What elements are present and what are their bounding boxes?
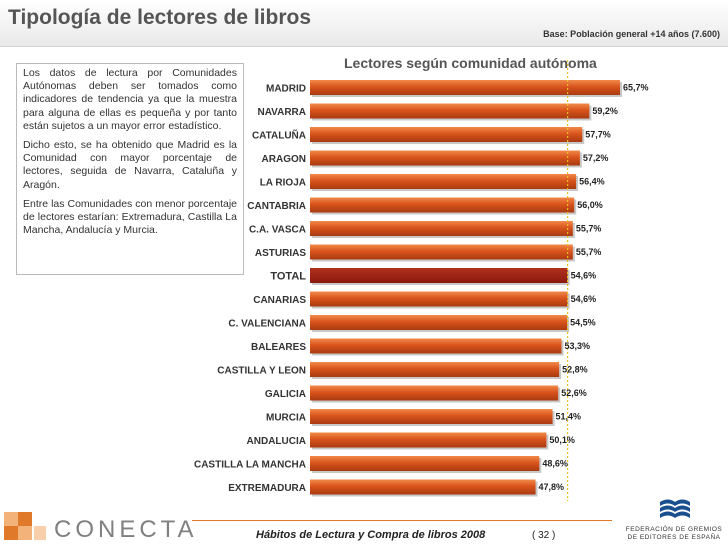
category-label-castilla-la-mancha: CASTILLA LA MANCHA <box>194 460 306 471</box>
chart-title: Lectores según comunidad autónoma <box>344 55 597 71</box>
bar-c-a-vasca <box>310 221 573 236</box>
category-label-cataluña: CATALUÑA <box>252 129 306 142</box>
bar-asturias <box>310 244 573 260</box>
bar-canarias <box>310 291 568 307</box>
bar-castilla-y-leon <box>310 362 560 377</box>
category-label-baleares: BALEARES <box>251 342 306 353</box>
category-label-extremadura: EXTREMADURA <box>228 483 306 494</box>
category-label-cantabria: CANTABRIA <box>247 201 306 212</box>
federation-logo-icon <box>656 496 694 522</box>
value-label-navarra: 59,2% <box>592 106 618 116</box>
category-label-la-rioja: LA RIOJA <box>260 178 306 189</box>
category-label-navarra: NAVARRA <box>257 107 306 118</box>
base-note: Base: Población general +14 años (7.600) <box>543 29 720 39</box>
value-label-cataluña: 57,7% <box>585 130 611 140</box>
category-label-galicia: GALICIA <box>265 389 306 400</box>
conecta-logo-text: CONECTA <box>54 516 198 543</box>
category-label-total: TOTAL <box>270 271 306 283</box>
value-label-extremadura: 47,8% <box>539 482 565 492</box>
bar-cantabria <box>310 197 575 213</box>
bar-cataluña <box>310 127 583 142</box>
value-label-murcia: 51,4% <box>556 412 582 422</box>
header-bar: Tipología de lectores de libros Base: Po… <box>0 0 728 47</box>
commentary-box: Los datos de lectura por Comunidades Aut… <box>16 63 244 275</box>
value-label-madrid: 65,7% <box>623 83 649 93</box>
federation-name: FEDERACIÓN DE GREMIOS DE EDITORES DE ESP… <box>625 526 723 541</box>
value-label-total: 54,6% <box>571 271 597 281</box>
value-label-castilla-la-mancha: 48,6% <box>542 459 568 469</box>
bar-aragon <box>310 150 580 166</box>
value-label-andalucia: 50,1% <box>549 435 575 445</box>
bar-c-valenciana <box>310 315 568 330</box>
publication-title: Hábitos de Lectura y Compra de libros 20… <box>256 529 486 541</box>
bar-navarra <box>310 103 590 119</box>
category-label-asturias: ASTURIAS <box>255 248 306 259</box>
category-label-murcia: MURCIA <box>266 413 306 424</box>
category-label-madrid: MADRID <box>266 84 306 95</box>
bar-madrid <box>310 80 620 95</box>
value-label-aragon: 57,2% <box>583 153 609 163</box>
page-title: Tipología de lectores de libros <box>8 6 312 29</box>
bar-la-rioja <box>310 174 577 189</box>
value-label-galicia: 52,6% <box>561 388 587 398</box>
category-label-andalucia: ANDALUCIA <box>247 436 306 447</box>
commentary-paragraph-1: Los datos de lectura por Comunidades Aut… <box>23 67 237 132</box>
value-label-canarias: 54,6% <box>571 294 597 304</box>
bar-castilla-la-mancha <box>310 456 540 471</box>
bar-galicia <box>310 385 559 401</box>
category-label-castilla-y-leon: CASTILLA Y LEON <box>217 366 306 377</box>
footer-rule <box>192 520 612 521</box>
bar-andalucia <box>310 432 547 448</box>
value-label-c-a-vasca: 55,7% <box>576 224 602 234</box>
category-label-aragon: ARAGON <box>262 154 306 165</box>
commentary-paragraph-2: Dicho esto, se ha obtenido que Madrid es… <box>23 139 237 191</box>
bar-baleares <box>310 338 562 354</box>
bar-extremadura <box>310 479 536 495</box>
value-label-c-valenciana: 54,5% <box>570 318 596 328</box>
category-label-c-a-vasca: C.A. VASCA <box>249 225 306 236</box>
value-label-cantabria: 56,0% <box>577 200 603 210</box>
value-label-castilla-y-leon: 52,8% <box>562 365 588 375</box>
page-number: ( 32 ) <box>532 530 556 541</box>
bar-total <box>310 268 568 283</box>
category-label-c-valenciana: C. VALENCIANA <box>228 319 306 330</box>
bar-murcia <box>310 409 553 424</box>
value-label-la-rioja: 56,4% <box>579 177 605 187</box>
value-label-asturias: 55,7% <box>576 247 602 257</box>
category-label-canarias: CANARIAS <box>253 295 306 306</box>
value-label-baleares: 53,3% <box>564 341 590 351</box>
commentary-paragraph-3: Entre las Comunidades con menor porcenta… <box>23 197 237 237</box>
